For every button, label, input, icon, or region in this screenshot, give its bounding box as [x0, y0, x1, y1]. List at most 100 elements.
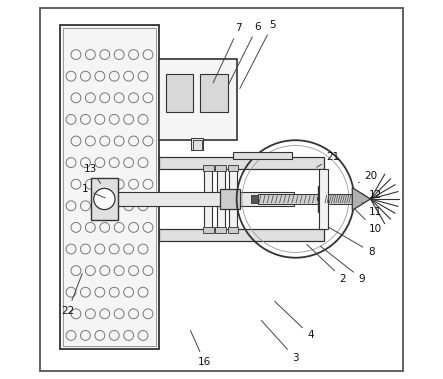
Circle shape: [109, 71, 119, 81]
Circle shape: [109, 244, 119, 254]
Bar: [319, 169, 328, 229]
Bar: [228, 165, 238, 171]
Circle shape: [114, 222, 124, 232]
Circle shape: [100, 266, 110, 276]
Circle shape: [138, 244, 148, 254]
Circle shape: [81, 71, 90, 81]
Circle shape: [81, 158, 90, 168]
Circle shape: [95, 330, 105, 340]
Circle shape: [81, 244, 90, 254]
Circle shape: [66, 287, 76, 297]
Bar: [215, 227, 226, 233]
Circle shape: [100, 222, 110, 232]
Text: 4: 4: [275, 301, 314, 340]
Circle shape: [124, 114, 134, 124]
Circle shape: [114, 50, 124, 60]
Polygon shape: [352, 188, 370, 210]
Circle shape: [143, 222, 153, 232]
Circle shape: [114, 266, 124, 276]
Bar: [220, 189, 241, 209]
Bar: [63, 28, 156, 346]
Bar: [159, 157, 324, 169]
Circle shape: [100, 309, 110, 319]
Circle shape: [95, 71, 105, 81]
Circle shape: [143, 93, 153, 103]
Circle shape: [100, 136, 110, 146]
Bar: [200, 74, 228, 112]
Text: 9: 9: [320, 246, 365, 283]
Circle shape: [66, 330, 76, 340]
Circle shape: [114, 309, 124, 319]
Bar: [159, 59, 237, 140]
Circle shape: [128, 266, 139, 276]
Circle shape: [143, 309, 153, 319]
Circle shape: [100, 93, 110, 103]
Circle shape: [143, 50, 153, 60]
Bar: [106, 192, 294, 206]
Circle shape: [138, 287, 148, 297]
Text: 16: 16: [190, 330, 211, 367]
Circle shape: [71, 50, 81, 60]
Bar: [233, 152, 291, 159]
Circle shape: [66, 244, 76, 254]
Circle shape: [138, 114, 148, 124]
Circle shape: [71, 309, 81, 319]
Bar: [159, 229, 324, 241]
Text: 12: 12: [362, 190, 381, 200]
Text: 22: 22: [62, 274, 82, 316]
Circle shape: [85, 266, 95, 276]
Circle shape: [124, 244, 134, 254]
Circle shape: [71, 136, 81, 146]
Circle shape: [124, 158, 134, 168]
Text: 13: 13: [84, 164, 101, 183]
Circle shape: [124, 201, 134, 211]
Circle shape: [138, 71, 148, 81]
Circle shape: [138, 330, 148, 340]
Text: 6: 6: [229, 22, 261, 85]
Bar: [205, 169, 212, 229]
Bar: [217, 169, 225, 229]
Circle shape: [128, 222, 139, 232]
Circle shape: [66, 201, 76, 211]
Text: 21: 21: [317, 152, 340, 167]
Circle shape: [94, 188, 115, 210]
Text: 11: 11: [362, 202, 381, 217]
Circle shape: [128, 50, 139, 60]
Circle shape: [85, 50, 95, 60]
Circle shape: [143, 136, 153, 146]
Circle shape: [138, 158, 148, 168]
Circle shape: [81, 287, 90, 297]
Circle shape: [85, 179, 95, 189]
Text: 1: 1: [82, 185, 105, 198]
Bar: [215, 165, 226, 171]
Circle shape: [66, 71, 76, 81]
Bar: [203, 227, 214, 233]
Bar: [324, 194, 352, 204]
Text: 3: 3: [261, 320, 299, 363]
Circle shape: [138, 201, 148, 211]
Circle shape: [85, 136, 95, 146]
Text: 2: 2: [307, 244, 346, 283]
Circle shape: [100, 50, 110, 60]
Circle shape: [85, 93, 95, 103]
Circle shape: [109, 201, 119, 211]
Circle shape: [128, 136, 139, 146]
Circle shape: [81, 201, 90, 211]
Bar: [229, 169, 237, 229]
Bar: [318, 186, 324, 212]
Text: 20: 20: [358, 171, 378, 183]
Circle shape: [95, 244, 105, 254]
Circle shape: [81, 330, 90, 340]
Circle shape: [128, 93, 139, 103]
Circle shape: [71, 93, 81, 103]
Text: 10: 10: [354, 208, 381, 234]
Circle shape: [109, 114, 119, 124]
Circle shape: [114, 179, 124, 189]
Circle shape: [95, 158, 105, 168]
Circle shape: [109, 330, 119, 340]
Circle shape: [95, 287, 105, 297]
Bar: [251, 195, 257, 203]
Text: 8: 8: [328, 227, 374, 257]
Circle shape: [124, 330, 134, 340]
Circle shape: [71, 222, 81, 232]
